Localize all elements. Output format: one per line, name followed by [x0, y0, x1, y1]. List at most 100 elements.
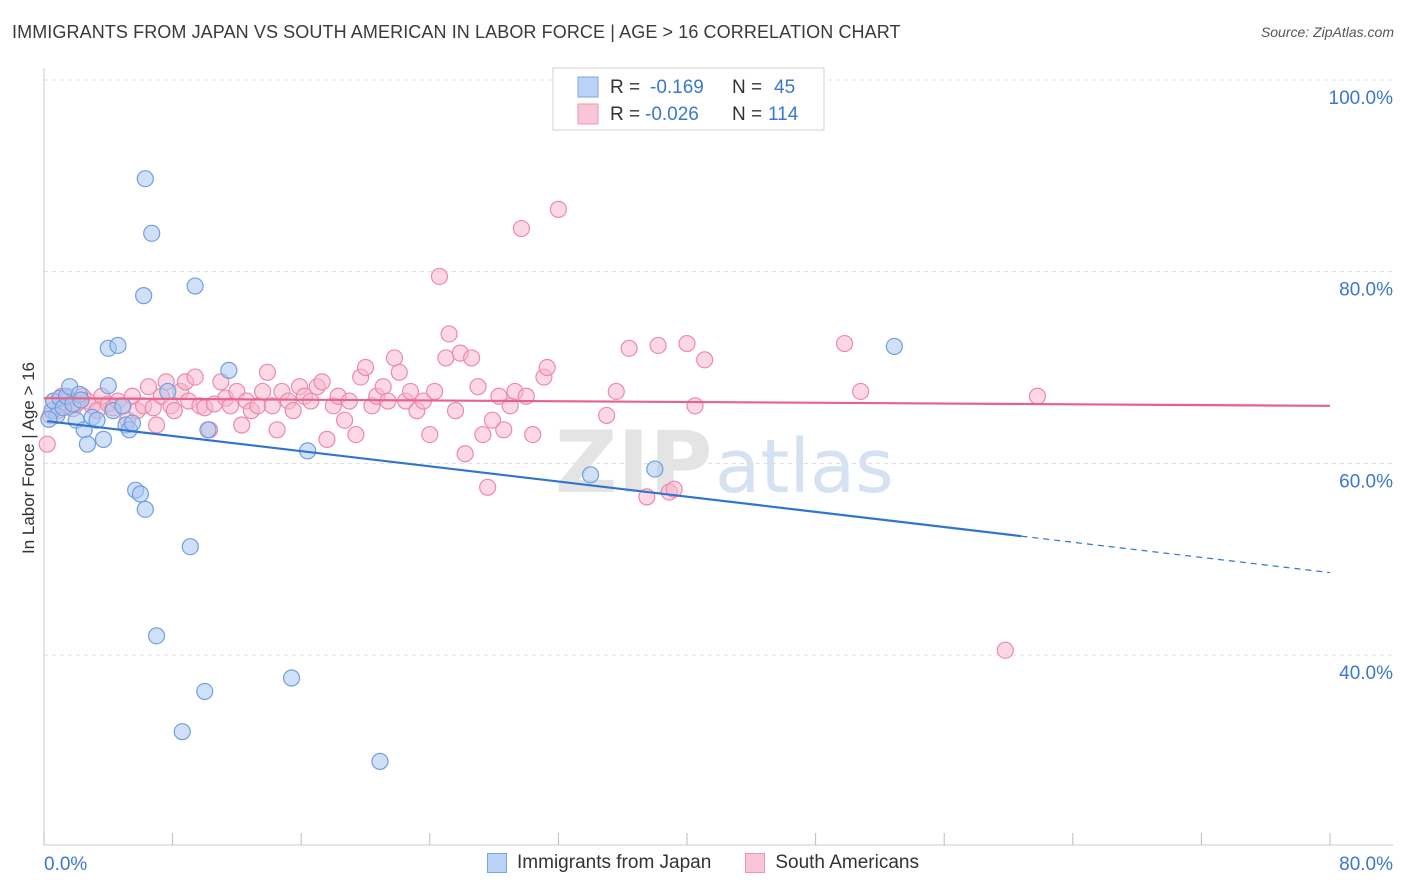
south-american-point	[313, 373, 331, 391]
south-american-point	[440, 325, 458, 343]
japan-point	[196, 682, 214, 701]
y-tick-label: 40.0%	[1339, 663, 1393, 684]
south-american-point	[263, 397, 281, 415]
south-american-point	[446, 402, 465, 420]
south-american-point	[665, 480, 683, 498]
japan-point	[72, 391, 90, 409]
south-american-point	[374, 378, 392, 396]
south-american-point	[165, 402, 183, 420]
south-american-trend-line	[43, 397, 1331, 407]
stats-legend: R = -0.169 N = 45 R = -0.026 N = 114	[552, 67, 825, 131]
south-american-point	[186, 368, 204, 386]
south-american-point	[538, 358, 556, 377]
japan-point	[147, 627, 166, 645]
south-american-point	[302, 392, 320, 410]
japan-point	[186, 277, 204, 295]
south-american-point	[620, 339, 638, 357]
south-american-point	[268, 421, 286, 439]
south-american-point	[258, 363, 277, 381]
south-american-point	[512, 219, 531, 238]
y-tick-label: 80.0%	[1339, 280, 1393, 301]
series-legend: Immigrants from Japan South Americans	[0, 852, 1406, 874]
y-tick-label: 100.0%	[1329, 88, 1394, 109]
japan-point	[114, 397, 132, 415]
japan-point	[181, 538, 199, 556]
south-american-point	[479, 478, 497, 496]
legend-swatch-south-americans	[745, 853, 766, 873]
japan-point	[159, 382, 177, 401]
stats-legend-swatch-pink	[577, 103, 599, 125]
south-american-point	[233, 416, 251, 434]
japan-point	[371, 752, 389, 770]
x-tick-label: 0.0%	[44, 854, 87, 875]
south-american-point	[38, 435, 56, 453]
south-american-point	[347, 425, 365, 444]
japan-point	[143, 224, 161, 242]
south-american-point	[835, 334, 854, 353]
stats-legend-r-value-2: -0.026	[645, 104, 699, 125]
south-american-point	[336, 411, 354, 429]
data-points	[38, 170, 1047, 770]
japan-point	[40, 410, 58, 428]
legend-swatch-japan	[487, 853, 508, 873]
japan-point	[136, 500, 154, 518]
south-american-point	[686, 397, 704, 415]
stats-legend-r-label-1: R =	[610, 77, 640, 98]
south-american-point	[483, 411, 502, 429]
south-american-point	[254, 382, 272, 401]
axes	[43, 68, 1393, 846]
south-american-point	[426, 382, 444, 401]
south-american-point	[147, 416, 166, 434]
south-american-point	[469, 378, 487, 396]
south-american-point	[474, 425, 492, 444]
south-american-point	[437, 349, 455, 367]
south-american-point	[852, 382, 870, 401]
south-american-point	[598, 406, 616, 425]
stats-legend-n-label-2: N =	[732, 104, 762, 125]
japan-point	[135, 287, 153, 305]
japan-point	[131, 485, 150, 503]
stats-legend-n-value-1: 45	[774, 77, 795, 98]
japan-point	[78, 435, 97, 453]
south-american-point	[649, 336, 667, 355]
stats-legend-n-label-1: N =	[732, 77, 762, 98]
south-american-point	[495, 421, 513, 439]
japan-point	[581, 466, 600, 484]
legend-label-japan: Immigrants from Japan	[517, 852, 712, 873]
south-american-point	[456, 445, 474, 463]
south-american-point	[696, 351, 714, 369]
japan-point	[220, 361, 238, 379]
south-american-point	[284, 402, 302, 420]
south-american-point	[139, 378, 158, 396]
legend-item-japan[interactable]: Immigrants from Japan	[487, 852, 711, 874]
y-tick-label: 60.0%	[1339, 471, 1393, 492]
south-american-point	[390, 363, 408, 381]
japan-trend-line	[47, 420, 1022, 538]
south-american-point	[221, 397, 240, 415]
japan-point	[136, 170, 154, 188]
south-american-point	[996, 641, 1014, 659]
x-tick-label: 80.0%	[1339, 854, 1393, 875]
stats-legend-r-label-2: R =	[610, 104, 640, 125]
south-american-point	[462, 349, 481, 367]
japan-point	[173, 723, 191, 741]
legend-item-south-americans[interactable]: South Americans	[745, 852, 919, 874]
japan-trend-extension	[1021, 535, 1331, 574]
japan-point	[885, 337, 903, 356]
south-american-point	[318, 430, 336, 448]
japan-point	[123, 414, 142, 432]
stats-legend-n-value-2: 114	[768, 104, 799, 125]
japan-point	[99, 377, 117, 395]
south-american-point	[524, 425, 542, 444]
south-american-point	[430, 267, 449, 286]
south-american-point	[356, 358, 375, 377]
south-american-point	[607, 382, 625, 401]
japan-point	[199, 421, 217, 439]
japan-point	[646, 460, 664, 478]
source-label: Source: ZipAtlas.com	[1260, 24, 1394, 40]
tick-labels: 40.0% 60.0% 80.0% 100.0% 0.0% 80.0%	[44, 88, 1393, 875]
watermark-atlas: atlas	[715, 424, 894, 510]
watermark: ZIP atlas	[555, 413, 894, 513]
south-american-point	[1028, 387, 1047, 405]
